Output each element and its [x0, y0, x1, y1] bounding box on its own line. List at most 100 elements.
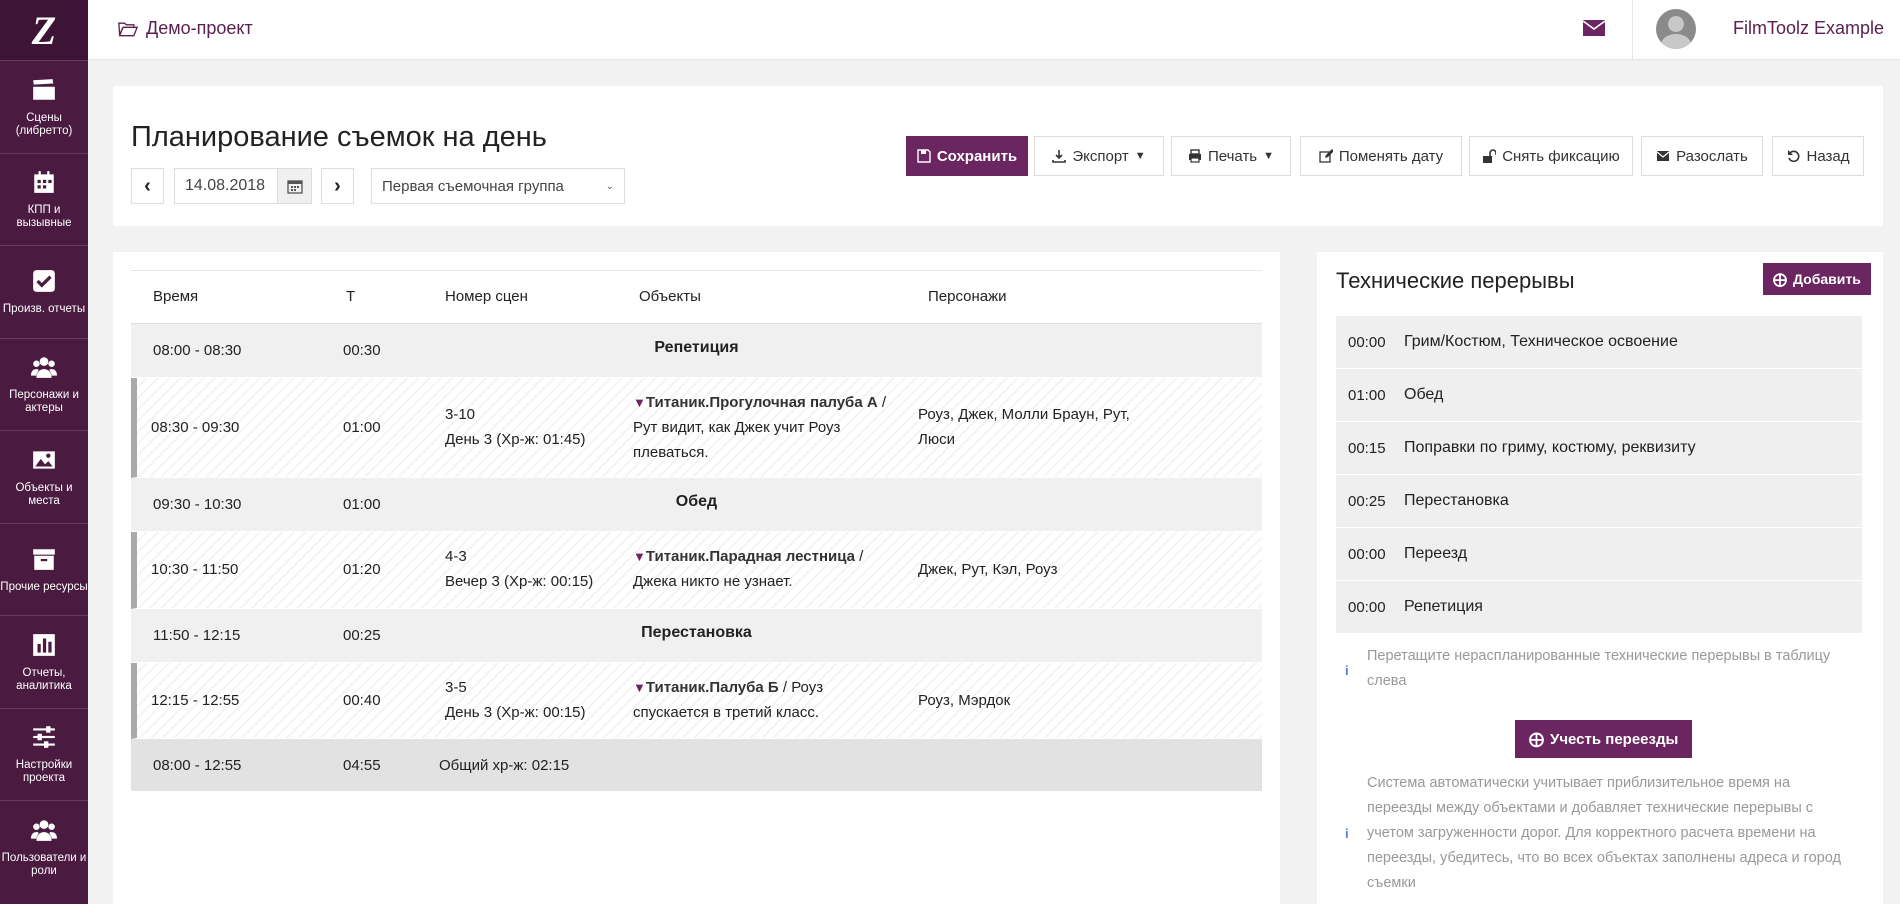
next-day-button[interactable]: ›: [321, 168, 354, 204]
topbar: Демо-проект FilmToolz Example: [88, 0, 1900, 60]
map-marker-icon: ▼: [633, 395, 646, 410]
list-item[interactable]: 00:15 Поправки по гриму, костюму, реквизи…: [1336, 422, 1862, 475]
envelope-icon[interactable]: [1582, 18, 1606, 38]
table-row[interactable]: 10:30 - 11:50 01:20 4-3 Вечер 3 (Хр-ж: 0…: [131, 532, 1262, 609]
break-title: Репетиция: [654, 339, 739, 356]
user-name[interactable]: FilmToolz Example: [1733, 18, 1885, 38]
sidebar-item-label: Настройки проекта: [15, 759, 73, 785]
location-link[interactable]: Титаник.Парадная лестница: [645, 548, 855, 565]
chevron-down-icon: ▼: [1134, 150, 1146, 162]
table-row[interactable]: 09:30 - 10:30 01:00 Обед: [131, 478, 1262, 532]
sidebar-item-scenes[interactable]: Сцены (либретто): [0, 60, 88, 153]
map-marker-icon: ▼: [633, 680, 646, 695]
back-button[interactable]: Назад: [1772, 136, 1864, 176]
info-icon: i: [1345, 826, 1349, 841]
envelope-icon: [1656, 151, 1670, 161]
list-item[interactable]: 00:00 Репетиция: [1336, 581, 1862, 634]
sidebar-item-reports[interactable]: Произв. отчеты: [0, 245, 88, 338]
date-value: 14.08.2018: [185, 177, 266, 194]
chevron-down-icon: ⌄: [605, 180, 614, 192]
save-button[interactable]: Сохранить: [906, 136, 1028, 176]
prev-day-button[interactable]: ‹: [131, 168, 164, 204]
folder-open-icon: [118, 22, 138, 36]
export-button[interactable]: Экспорт ▼: [1034, 136, 1164, 176]
edit-icon: [1319, 149, 1333, 163]
sidebar-item-label: Объекты и места: [15, 481, 73, 507]
drag-hint: i Перетащите нераспланированные техничес…: [1345, 648, 1831, 689]
sidebar-item-label: Пользователи и роли: [1, 851, 87, 877]
table-row[interactable]: 08:00 - 08:30 00:30 Репетиция: [131, 324, 1262, 378]
breaks-list: 00:00 Грим/Костюм, Техническое освоение 0…: [1336, 316, 1862, 634]
list-item[interactable]: 00:00 Переезд: [1336, 528, 1862, 581]
info-icon: i: [1345, 663, 1349, 678]
bar-chart-icon: [30, 631, 58, 659]
sidebar-item-settings[interactable]: Настройки проекта: [0, 707, 88, 801]
schedule-card: Время Т Номер сцен Объекты Персонажи 08:…: [113, 252, 1280, 904]
sidebar-item-callsheets[interactable]: КПП и вызывные: [0, 152, 88, 246]
table-row[interactable]: 12:15 - 12:55 00:40 3-5 День 3 (Хр-ж: 00…: [131, 663, 1262, 739]
schedule-table: Время Т Номер сцен Объекты Персонажи 08:…: [131, 270, 1262, 792]
archive-icon: [30, 545, 58, 573]
image-icon: [30, 446, 58, 474]
moves-hint: i Система автоматически учитывает прибли…: [1345, 775, 1841, 891]
sidebar-item-locations[interactable]: Объекты и места: [0, 430, 88, 523]
col-characters[interactable]: Персонажи: [928, 288, 1007, 305]
account-moves-button[interactable]: ⨁ Учесть переезды: [1515, 720, 1693, 758]
unlock-icon: [1483, 149, 1497, 163]
calendar-icon[interactable]: [277, 169, 311, 203]
project-name: Демо-проект: [146, 18, 253, 38]
sidebar-item-analytics[interactable]: Отчеты, аналитика: [0, 615, 88, 708]
sidebar-item-users[interactable]: Пользователи и роли: [0, 800, 88, 893]
change-date-button[interactable]: Поменять дату: [1300, 136, 1462, 176]
tech-breaks-card: Технические перерывы ⨁ Добавить 00:00 Гри…: [1317, 252, 1883, 904]
add-break-button[interactable]: ⨁ Добавить: [1763, 263, 1871, 295]
sidebar-item-label: КПП и вызывные: [16, 204, 72, 230]
panel-title: Технические перерывы: [1336, 268, 1575, 293]
app-logo[interactable]: Z: [0, 0, 88, 60]
sidebar-item-label: Произв. отчеты: [2, 303, 86, 316]
sidebar-item-label: Прочие ресурсы: [0, 580, 88, 593]
plus-circle-icon: ⨁: [1529, 731, 1544, 748]
date-input[interactable]: 14.08.2018: [174, 168, 312, 204]
users-icon: [30, 353, 58, 381]
table-row[interactable]: 11:50 - 12:15 00:25 Перестановка: [131, 609, 1262, 663]
plus-circle-icon: ⨁: [1773, 270, 1787, 287]
chevron-down-icon: ▼: [1263, 150, 1275, 162]
clapperboard-icon: [30, 76, 58, 104]
avatar[interactable]: [1656, 9, 1696, 49]
checkbox-icon: [30, 267, 58, 295]
divider: [1632, 0, 1633, 60]
sliders-icon: [30, 723, 58, 751]
sidebar-item-characters[interactable]: Персонажи и актеры: [0, 337, 88, 431]
download-icon: [1052, 150, 1067, 163]
col-duration[interactable]: Т: [346, 288, 356, 305]
col-time[interactable]: Время: [153, 288, 199, 305]
col-scenes[interactable]: Номер сцен: [445, 288, 528, 305]
crew-select-value: Первая съемочная группа: [382, 177, 564, 195]
list-item[interactable]: 00:25 Перестановка: [1336, 475, 1862, 528]
calendar-icon: [30, 168, 58, 196]
undo-icon: [1787, 150, 1799, 163]
sidebar-item-label: Отчеты, аналитика: [16, 666, 72, 692]
break-title: Обед: [675, 493, 718, 510]
col-locations[interactable]: Объекты: [639, 288, 701, 305]
break-title: Перестановка: [641, 624, 752, 641]
list-item[interactable]: 01:00 Обед: [1336, 369, 1862, 422]
project-link[interactable]: Демо-проект: [118, 18, 253, 39]
users-icon: [30, 816, 58, 844]
crew-select[interactable]: Первая съемочная группа ⌄: [371, 168, 625, 204]
location-link[interactable]: Титаник.Палуба Б: [645, 679, 779, 696]
floppy-icon: [917, 149, 931, 163]
table-row-total: 08:00 - 12:55 04:55 Общий хр-ж: 02:15: [131, 739, 1262, 792]
list-item[interactable]: 00:00 Грим/Костюм, Техническое освоение: [1336, 316, 1862, 369]
map-marker-icon: ▼: [633, 549, 646, 564]
location-link[interactable]: Титаник.Прогулочная палуба А: [645, 394, 878, 411]
print-button[interactable]: Печать ▼: [1171, 136, 1291, 176]
send-button[interactable]: Разослать: [1641, 136, 1763, 176]
page-title: Планирование съемок на день: [131, 121, 547, 153]
unlock-button[interactable]: Снять фиксацию: [1469, 136, 1633, 176]
printer-icon: [1188, 149, 1201, 163]
table-row[interactable]: 08:30 - 09:30 01:00 3-10 День 3 (Хр-ж: 0…: [131, 378, 1262, 478]
table-header: Время Т Номер сцен Объекты Персонажи: [131, 270, 1262, 324]
sidebar-item-resources[interactable]: Прочие ресурсы: [0, 522, 88, 616]
